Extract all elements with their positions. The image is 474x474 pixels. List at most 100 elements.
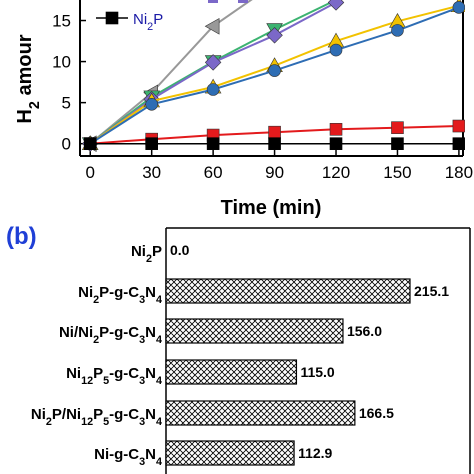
- label-part: Ni/Ni: [59, 324, 93, 341]
- subscript: 12: [81, 416, 93, 428]
- subscript: 2: [46, 416, 52, 428]
- panel-a-series: [81, 0, 465, 153]
- legend-text: P: [153, 11, 163, 28]
- panel-b-bars: [165, 278, 411, 466]
- bar-value-label: 0.0: [170, 242, 190, 258]
- subscript: 3: [139, 375, 145, 387]
- subscript: 3: [139, 294, 145, 306]
- subscript: 4: [156, 334, 162, 346]
- x-tick-label: 150: [383, 163, 411, 182]
- bar: [165, 440, 295, 466]
- label-part: P-g-C: [99, 324, 139, 341]
- label-part: -g-C: [109, 365, 139, 382]
- bar: [165, 318, 344, 344]
- y-tick-label: 10: [52, 53, 71, 72]
- label-part: Ni: [78, 284, 93, 301]
- data-point: [268, 125, 281, 139]
- data-point: [268, 64, 281, 77]
- bar-value-label: 215.1: [414, 283, 449, 299]
- legend-subscript: 2: [147, 21, 153, 33]
- bar: [165, 359, 298, 385]
- category-label: Ni12P5-g-C3N4: [66, 365, 162, 387]
- subscript: 5: [103, 416, 109, 428]
- label-part: Ni-g-C: [94, 446, 139, 463]
- x-tick-label: 0: [86, 163, 95, 182]
- label-part: P/Ni: [52, 406, 81, 423]
- legend-text: Ni: [133, 11, 147, 28]
- data-point: [452, 119, 465, 133]
- subscript: 2: [146, 253, 152, 265]
- bar-value-label: 115.0: [300, 364, 334, 380]
- subscript: 4: [156, 375, 162, 387]
- x-axis-title: Time (min): [221, 197, 322, 219]
- y-axis-title: H2 amour: [14, 34, 43, 123]
- label-part: Ni: [31, 406, 46, 423]
- legend: Ni2P: [96, 0, 248, 33]
- label-part: P: [93, 365, 103, 382]
- subscript: 3: [139, 334, 145, 346]
- bar-value-label: 156.0: [347, 323, 382, 339]
- label-part: P-g-C: [99, 284, 139, 301]
- bar-value-label: 112.9: [298, 445, 332, 461]
- data-point: [391, 137, 404, 150]
- data-point: [206, 83, 220, 96]
- y-tick-label: 15: [52, 12, 71, 31]
- x-tick-label: 30: [142, 163, 161, 182]
- data-point: [145, 97, 158, 111]
- label-part: N: [145, 365, 156, 382]
- subscript: 4: [156, 416, 162, 428]
- panel-label-b: (b): [6, 223, 37, 250]
- data-point: [105, 11, 119, 25]
- panel-a-axes: [79, 0, 464, 157]
- subscript: 4: [156, 456, 162, 468]
- data-point: [452, 137, 465, 150]
- x-tick-label: 60: [204, 163, 223, 182]
- data-point: [145, 137, 158, 150]
- category-label: Ni2P-g-C3N4: [78, 284, 162, 306]
- data-point: [329, 137, 343, 150]
- panel-a-tick-labels: 0 30 60 90 120 150 180 0 5 10 15: [52, 12, 473, 182]
- label-part: -g-C: [109, 406, 139, 423]
- data-point: [391, 121, 404, 134]
- label-part: N: [145, 446, 156, 463]
- data-point: [452, 1, 465, 14]
- panel-b-value-labels: 0.0 215.1 156.0 115.0 166.5 112.9: [170, 242, 449, 461]
- data-point: [391, 24, 404, 37]
- subscript: 3: [139, 456, 145, 468]
- subscript: 2: [93, 334, 99, 346]
- data-point: [329, 43, 343, 57]
- label-part: Ni: [131, 243, 146, 260]
- data-point: [83, 137, 97, 150]
- label-part: amour: [14, 34, 36, 101]
- bar: [165, 400, 356, 426]
- legend-marker-partial: [238, 0, 248, 3]
- data-point: [204, 54, 222, 71]
- legend-marker-partial: [208, 0, 218, 3]
- category-label: Ni/Ni2P-g-C3N4: [59, 324, 162, 346]
- bar-value-label: 166.5: [359, 405, 394, 421]
- panel-b-bar-chart: (b) Ni2PNi2P-g-C3N4Ni/Ni2P-g-C3N4Ni12P5-…: [6, 223, 471, 474]
- category-label: Ni2P: [131, 243, 162, 265]
- label-part: N: [145, 284, 156, 301]
- data-point: [329, 123, 343, 136]
- bar: [165, 278, 411, 304]
- subscript: 2: [27, 101, 43, 109]
- data-point: [327, 0, 345, 11]
- series-6: [83, 137, 465, 150]
- x-tick-label: 180: [445, 163, 473, 182]
- subscript: 12: [81, 375, 93, 387]
- subscript: 4: [156, 294, 162, 306]
- label-part: P: [93, 406, 103, 423]
- subscript: 3: [139, 416, 145, 428]
- x-tick-label: 120: [322, 163, 350, 182]
- subscript: 5: [103, 375, 109, 387]
- data-point: [206, 137, 220, 150]
- label-part: Ni: [66, 365, 81, 382]
- data-point: [204, 17, 220, 35]
- data-point: [266, 27, 283, 44]
- label-part: N: [145, 324, 156, 341]
- series-line: [89, 0, 253, 145]
- panel-b-category-labels: Ni2PNi2P-g-C3N4Ni/Ni2P-g-C3N4Ni12P5-g-C3…: [31, 243, 162, 468]
- category-label: Ni2P/Ni12P5-g-C3N4: [31, 406, 162, 428]
